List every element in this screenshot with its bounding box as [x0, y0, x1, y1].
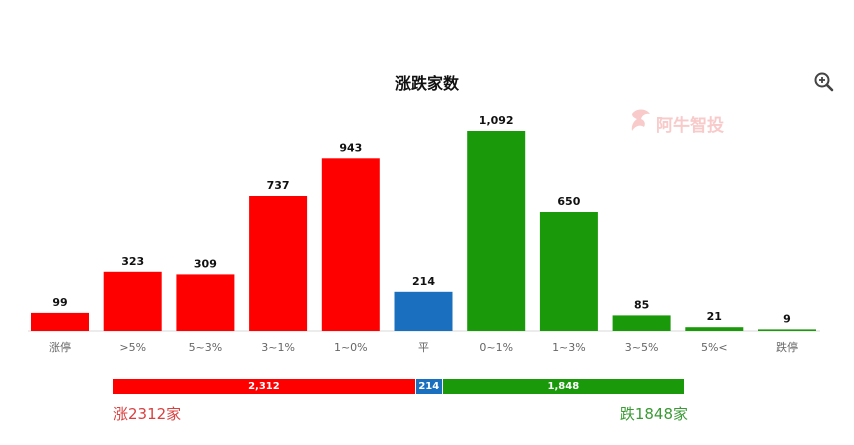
svg-text:阿牛智投: 阿牛智投: [656, 115, 724, 136]
value-label-10: 9: [783, 312, 791, 325]
category-label-9: 5%<: [701, 341, 728, 354]
category-label-7: 1~3%: [552, 341, 586, 354]
category-label-0: 涨停: [49, 340, 71, 354]
category-label-2: 5~3%: [189, 341, 223, 354]
watermark-logo: 阿牛智投: [622, 104, 742, 142]
value-label-0: 99: [52, 296, 67, 309]
category-label-1: >5%: [119, 341, 146, 354]
value-label-1: 323: [121, 255, 144, 268]
value-label-5: 214: [412, 275, 435, 288]
category-label-6: 0~1%: [479, 341, 513, 354]
value-label-8: 85: [634, 298, 649, 311]
value-label-4: 943: [339, 141, 362, 154]
category-label-3: 3~1%: [261, 341, 295, 354]
value-label-2: 309: [194, 257, 217, 270]
zoom-in-icon[interactable]: [813, 71, 835, 93]
value-label-7: 650: [557, 195, 580, 208]
summary-down-label: 跌1848家: [619, 405, 688, 423]
bar-8[interactable]: [612, 315, 671, 331]
category-label-5: 平: [418, 341, 429, 354]
summary-down-segment: 1,848: [442, 379, 684, 394]
bar-6[interactable]: [467, 131, 526, 331]
value-label-6: 1,092: [479, 114, 514, 127]
bar-1[interactable]: [103, 271, 162, 331]
bar-7[interactable]: [539, 212, 598, 331]
bar-10[interactable]: [758, 329, 816, 331]
bar-2[interactable]: [176, 274, 235, 331]
summary-flat-segment: 214: [414, 379, 443, 394]
bar-4[interactable]: [321, 158, 380, 331]
bar-3[interactable]: [249, 196, 308, 331]
category-label-10: 跌停: [776, 340, 798, 354]
summary-up-label: 涨2312家: [113, 405, 182, 423]
bar-chart: 99 涨停 323 >5% 309 5~3% 737 3~1% 943 1~0% 214 平 1,092…: [28, 114, 820, 354]
bar-0[interactable]: [31, 312, 89, 331]
category-label-4: 1~0%: [334, 341, 368, 354]
summary-up-segment: 2,312: [113, 379, 415, 394]
bar-5[interactable]: [394, 291, 453, 331]
summary-bar: 2,312 214 1,848: [113, 379, 684, 394]
value-label-3: 737: [267, 179, 290, 192]
chart-title: 涨跌家数: [394, 74, 459, 93]
category-label-8: 3~5%: [625, 341, 659, 354]
bar-9[interactable]: [685, 327, 744, 331]
value-label-9: 21: [707, 310, 722, 323]
